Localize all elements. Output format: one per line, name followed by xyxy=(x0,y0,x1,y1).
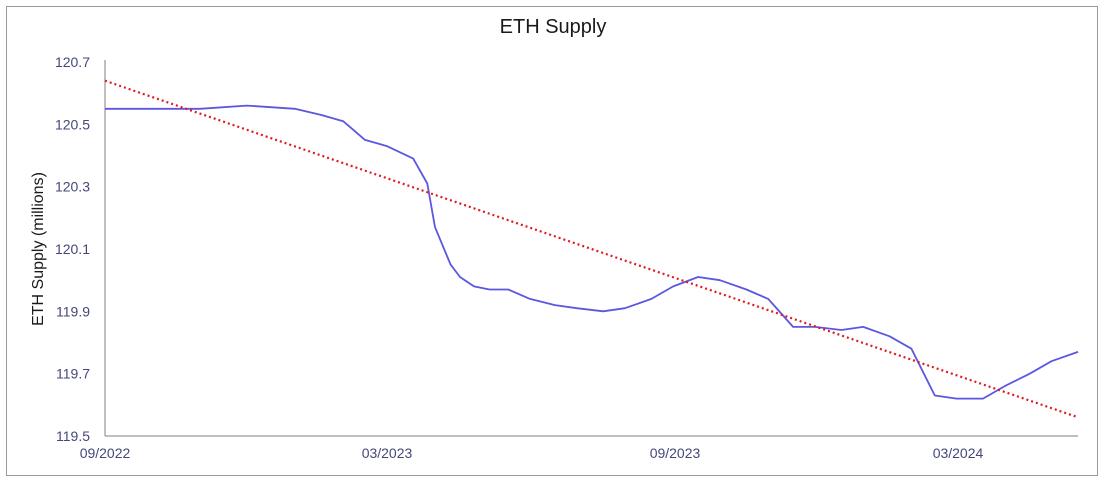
y-tick-label: 119.7 xyxy=(56,366,90,382)
chart-frame xyxy=(6,6,1098,476)
y-tick-label: 120.5 xyxy=(55,116,90,132)
y-tick-label: 120.1 xyxy=(55,241,90,257)
y-tick-label: 119.9 xyxy=(56,303,90,319)
x-tick-label: 03/2023 xyxy=(362,445,413,461)
trendline xyxy=(104,79,1079,419)
y-tick-label: 119.5 xyxy=(56,428,90,444)
y-axis-title: ETH Supply (millions) xyxy=(30,172,47,326)
y-tick-label: 120.3 xyxy=(55,179,90,195)
eth-supply-line xyxy=(105,104,1079,400)
y-tick-label: 120.7 xyxy=(55,54,90,70)
x-tick-label: 03/2024 xyxy=(933,445,984,461)
chart-title: ETH Supply xyxy=(499,16,607,38)
x-tick-label: 09/2023 xyxy=(650,445,701,461)
x-tick-label: 09/2022 xyxy=(80,445,131,461)
